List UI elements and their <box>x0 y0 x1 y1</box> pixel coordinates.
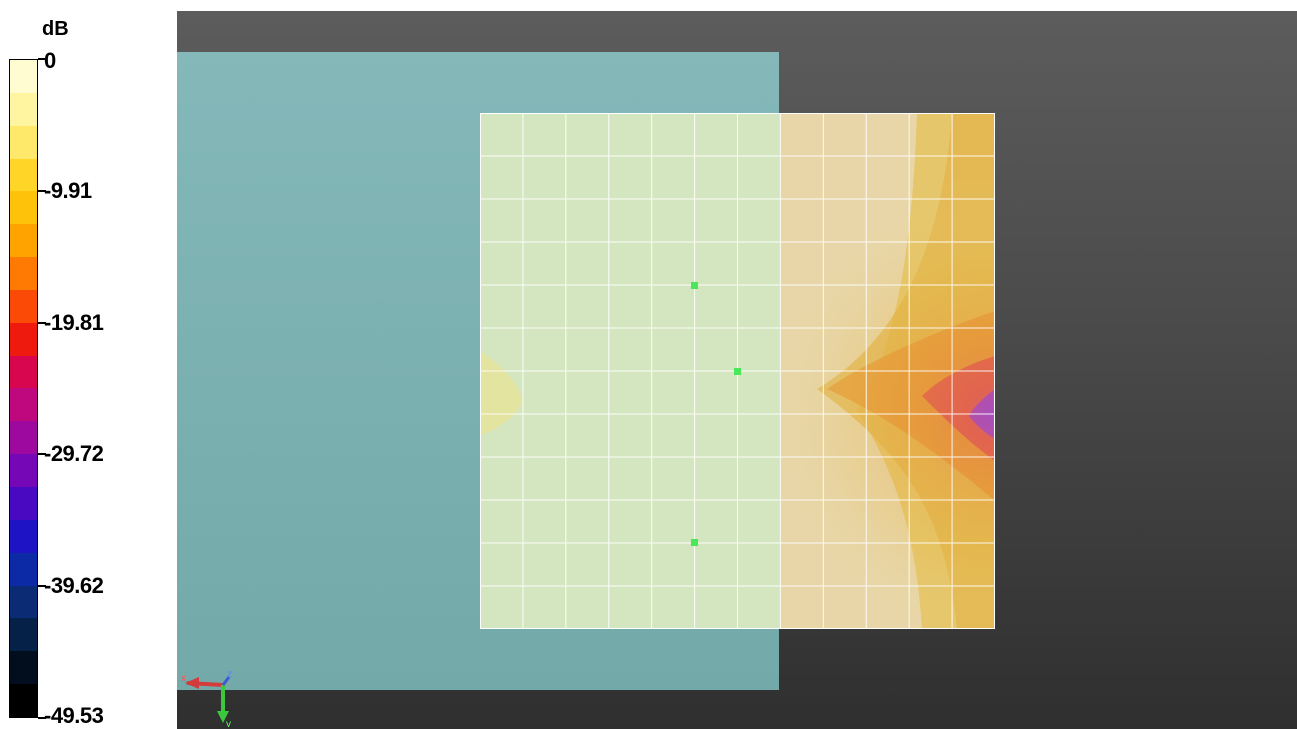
legend-tick <box>38 189 46 192</box>
legend-swatch <box>10 289 37 323</box>
legend-tick-label: -49.53 <box>44 703 104 728</box>
legend-tick-label: -39.62 <box>44 573 104 599</box>
legend-tick-label: -29.72 <box>44 441 104 467</box>
legend-unit-label: dB <box>42 18 69 40</box>
legend-tick-label: -19.81 <box>44 309 104 335</box>
axis-x-label: x <box>181 673 186 684</box>
legend-swatch <box>10 486 37 520</box>
axis-y-label: y <box>226 719 231 727</box>
legend-swatch <box>10 92 37 126</box>
legend-swatch <box>10 257 37 290</box>
legend-swatch <box>10 355 37 389</box>
axis-z-label: z <box>227 669 232 680</box>
legend-color-bar <box>9 59 38 718</box>
color-legend: dB 0 -9.91 -19.81 -29.72 -39.62 -49.53 <box>0 0 176 729</box>
legend-tick <box>38 58 46 60</box>
field-contour-left <box>480 351 522 436</box>
legend-swatch <box>10 388 37 422</box>
legend-swatch <box>10 421 37 455</box>
legend-swatch <box>10 158 37 192</box>
legend-swatch <box>10 684 37 717</box>
legend-tick <box>38 717 46 719</box>
legend-swatch <box>10 519 37 553</box>
legend-swatch <box>10 60 37 93</box>
probe-marker <box>734 368 741 375</box>
legend-tick-label: -9.91 <box>44 177 92 203</box>
3d-viewport[interactable]: x z y <box>177 11 1297 729</box>
legend-tick <box>38 585 46 588</box>
probe-marker <box>691 282 698 289</box>
legend-tick <box>38 321 46 324</box>
legend-swatch <box>10 651 37 685</box>
probe-marker <box>691 539 698 546</box>
legend-swatch <box>10 618 37 652</box>
legend-swatch <box>10 454 37 487</box>
legend-swatch <box>10 224 37 258</box>
measurement-grid <box>480 113 995 629</box>
legend-tick <box>38 453 46 456</box>
axes-orientation-icon: x z y <box>181 669 232 727</box>
legend-swatch <box>10 585 37 619</box>
legend-swatch <box>10 125 37 159</box>
probe-markers <box>691 282 741 546</box>
field-distribution-plot <box>480 113 995 629</box>
legend-tick-label: 0 <box>44 48 56 73</box>
legend-swatch <box>10 191 37 225</box>
legend-swatch <box>10 552 37 586</box>
legend-swatch <box>10 322 37 356</box>
